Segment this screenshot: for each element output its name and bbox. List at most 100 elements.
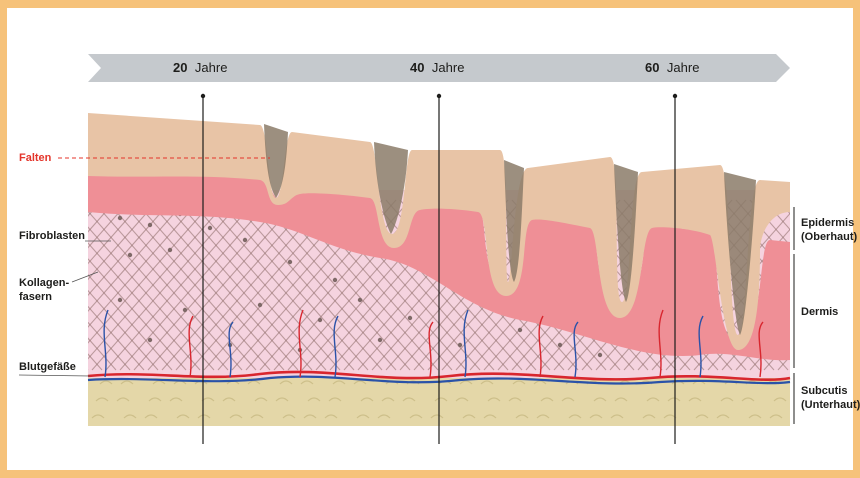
fat-cell (462, 414, 476, 419)
fibroblast (317, 317, 323, 323)
label-fibroblasten: Fibroblasten (19, 230, 85, 242)
fat-cell (279, 380, 293, 385)
fat-cell (769, 414, 783, 419)
fat-cell (328, 397, 342, 402)
label-blutgefaesse: Blutgefäße (19, 361, 76, 373)
fat-cell (741, 397, 755, 402)
fat-cell (593, 397, 607, 402)
fat-cell (720, 397, 734, 402)
label-kollagen-2: fasern (19, 291, 52, 303)
fat-cell (254, 397, 268, 402)
collagen-fiber (88, 258, 187, 371)
fat-cell (176, 414, 190, 419)
timeline-arrow (88, 54, 790, 82)
fat-cell (300, 380, 314, 385)
label-subcutis-sub: (Unterhaut) (801, 399, 860, 411)
fat-cell (356, 414, 370, 419)
collagen-fiber (88, 199, 159, 281)
vessel-blue-branch (698, 315, 704, 378)
fibroblast (147, 222, 153, 228)
vessel-blue-branch (103, 309, 109, 378)
fat-cell (515, 414, 529, 419)
fat-cell (120, 380, 134, 385)
fat-cell (455, 397, 469, 402)
collagen-fiber (245, 199, 397, 371)
collagen-fiber (133, 199, 285, 371)
collagen-fiber (88, 199, 117, 233)
fibroblast (242, 237, 248, 243)
wrinkle-groove (724, 172, 756, 335)
fat-cell (568, 414, 582, 419)
fat-cell (381, 397, 395, 402)
vessel-blue-main (87, 375, 791, 385)
age-num-60: 60 (645, 60, 659, 75)
blood-vessels (87, 309, 791, 385)
fat-cell (614, 397, 628, 402)
fat-cell (303, 414, 317, 419)
collagen-fiber (88, 337, 117, 371)
fat-cell (148, 397, 162, 402)
fat-cell (324, 414, 338, 419)
fat-cell (229, 414, 243, 419)
kollagen-leader (71, 271, 99, 283)
fibroblast (207, 225, 213, 231)
fat-cell (430, 414, 444, 419)
fibroblast (597, 352, 603, 358)
fat-cell (99, 380, 113, 385)
vessel-red-main (87, 370, 791, 381)
collagen-fiber (203, 199, 355, 371)
collagen-fiber (217, 199, 369, 371)
fat-cell (197, 414, 211, 419)
age-unit-60: Jahre (667, 60, 700, 75)
fat-cell (353, 380, 367, 385)
fat-cell (275, 397, 289, 402)
fat-cell (459, 380, 473, 385)
age-num-40: 40 (410, 60, 424, 75)
collagen-fiber (0, 200, 18, 370)
vessel-red-branch (758, 321, 764, 378)
collagen-fiber (88, 199, 131, 249)
collagen-fiber (88, 289, 159, 371)
collagen-fiber (105, 199, 257, 371)
fat-cell (540, 397, 554, 402)
fibroblast (287, 259, 293, 265)
fat-cell (773, 397, 787, 402)
collagen-fiber (749, 199, 790, 247)
fat-cell (533, 380, 547, 385)
collagen-fiber (88, 305, 145, 371)
fibroblast (147, 337, 153, 343)
fibroblast (332, 277, 338, 283)
fat-cell (360, 397, 374, 402)
age-num-20: 20 (173, 60, 187, 75)
fat-cell (483, 414, 497, 419)
age-label-40: 40 Jahre (410, 59, 464, 76)
collagen-fiber (88, 199, 145, 265)
fat-cell (434, 397, 448, 402)
collagen-fiber (147, 199, 299, 371)
vessel-blue-branch (463, 309, 469, 378)
vessel-blue-branch (573, 321, 579, 378)
wrinkle-groove (374, 142, 408, 234)
age-dot-40 (436, 93, 442, 99)
fat-cell (695, 414, 709, 419)
label-kollagen-1: Kollagen- (19, 277, 69, 289)
collagen-fiber (259, 199, 411, 371)
fat-cell (152, 380, 166, 385)
label-falten: Falten (19, 152, 52, 164)
fibroblast (167, 247, 173, 253)
vessel-blue-branch (228, 321, 234, 378)
fibroblast (377, 337, 383, 343)
fibroblast (457, 342, 463, 348)
fat-cell (95, 397, 109, 402)
fat-cell (307, 397, 321, 402)
fat-cell (487, 397, 501, 402)
fibroblast (127, 252, 133, 258)
wrinkle-groove (614, 164, 638, 302)
vessel-red-branch (658, 309, 664, 378)
fat-cell (409, 414, 423, 419)
fat-cell (688, 397, 702, 402)
wrinkle-groove (504, 160, 524, 282)
collagen-fiber (91, 199, 243, 371)
fibroblast (117, 215, 123, 221)
